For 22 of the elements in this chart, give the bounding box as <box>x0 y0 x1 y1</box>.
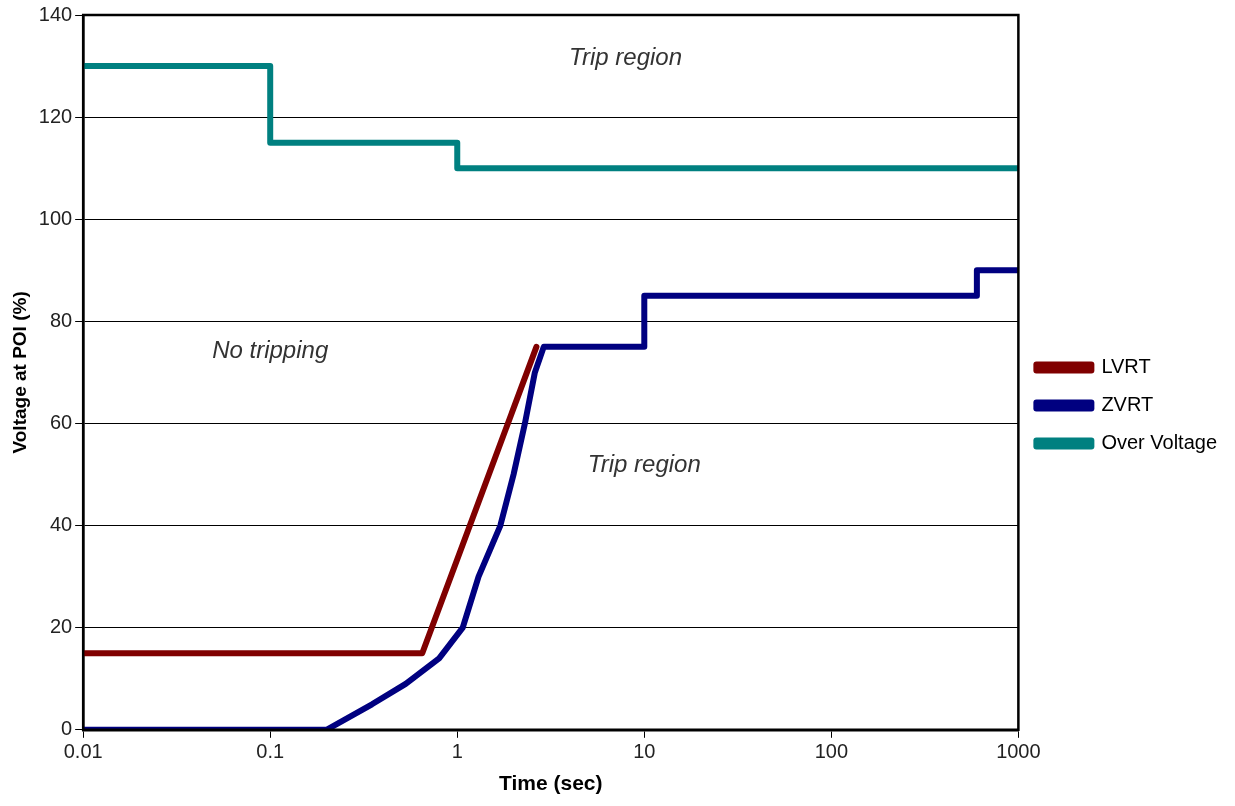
y-tick-label: 40 <box>49 513 73 536</box>
y-tick-label: 100 <box>38 206 73 229</box>
legend-label: Over Voltage <box>1101 431 1217 454</box>
y-tick-label: 120 <box>38 104 73 127</box>
x-tick-label: 0.01 <box>63 740 103 763</box>
x-tick-label: 1 <box>451 740 463 763</box>
y-tick-label: 0 <box>61 717 73 740</box>
y-axis-title: Voltage at POI (%) <box>8 291 30 454</box>
annotation: Trip region <box>569 42 683 70</box>
y-tick-label: 140 <box>38 2 73 25</box>
x-axis-title: Time (sec) <box>499 771 603 795</box>
y-tick-label: 60 <box>49 410 73 433</box>
y-tick-label: 80 <box>49 308 73 331</box>
legend-label: LVRT <box>1101 355 1151 378</box>
annotation: No tripping <box>212 335 329 363</box>
y-tick-label: 20 <box>49 615 73 638</box>
annotation: Trip region <box>587 450 701 477</box>
x-tick-label: 0.1 <box>256 740 285 763</box>
x-tick-label: 1000 <box>996 740 1041 763</box>
x-tick-label: 100 <box>814 740 849 763</box>
x-tick-label: 10 <box>633 740 656 763</box>
legend-label: ZVRT <box>1101 393 1154 416</box>
